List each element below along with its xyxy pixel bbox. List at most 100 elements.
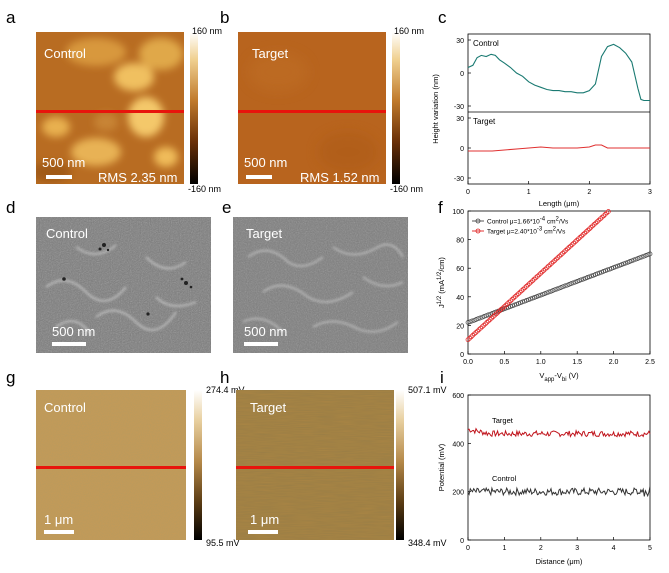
- data-point-target: [531, 276, 537, 282]
- x-tick-label-c: 0: [466, 189, 470, 196]
- y-tick-label-i: 400: [452, 441, 464, 448]
- legend-marker-control: [475, 218, 481, 224]
- data-point-control: [623, 260, 629, 266]
- x-axis-label-i: Distance (μm): [536, 557, 583, 566]
- data-point-control: [601, 269, 606, 274]
- panel-letter-c: c: [438, 8, 447, 27]
- data-point-target: [571, 240, 577, 246]
- data-point-target: [525, 282, 531, 288]
- x-tick-label-i: 0: [466, 545, 470, 552]
- data-point-control: [611, 265, 616, 270]
- data-point-target: [475, 328, 480, 334]
- y-tick-label-c: 30: [456, 116, 464, 123]
- data-point-target: [558, 252, 564, 258]
- data-point-control: [485, 312, 491, 318]
- data-point-control: [562, 283, 568, 289]
- data-point-control: [524, 298, 529, 303]
- series-line-control: [467, 486, 651, 498]
- data-point-control: [617, 262, 623, 268]
- data-point-control: [536, 293, 542, 299]
- data-point-control: [627, 259, 633, 264]
- colorbar-bottom-label-b: -160 nm: [390, 184, 424, 194]
- data-point-control: [556, 285, 562, 291]
- scale-bar-d: [52, 342, 86, 346]
- data-point-control: [641, 253, 647, 259]
- data-point-target: [520, 286, 526, 292]
- data-point-target: [528, 279, 534, 285]
- panel-letter-e: e: [222, 198, 232, 217]
- data-point-control: [633, 256, 639, 262]
- x-axis-label-f: Vapp-Vbi (V): [539, 371, 579, 383]
- rms-label-b: RMS 1.52 nm: [300, 170, 380, 185]
- data-point-target: [582, 230, 588, 236]
- x-tick-label-f: 0.5: [500, 359, 510, 366]
- data-point-control: [532, 295, 538, 300]
- data-point-control: [586, 274, 592, 280]
- data-point-control: [615, 263, 620, 269]
- data-point-control: [621, 261, 627, 267]
- panel-letter-h: h: [220, 368, 230, 387]
- data-point-target: [579, 233, 584, 239]
- line-profile-marker-h: [236, 466, 394, 469]
- x-tick-label-f: 1.5: [572, 359, 582, 366]
- data-point-target: [547, 262, 553, 268]
- scale-bar-label-d: 500 nm: [52, 324, 96, 339]
- data-point-target: [503, 302, 509, 308]
- data-point-target: [494, 311, 499, 317]
- afm-target-label: Target: [252, 46, 289, 61]
- afm-image-target: [238, 32, 386, 184]
- colorbar-kpfm-h: [396, 390, 404, 540]
- series-control-markers: [465, 251, 653, 325]
- data-point-target: [495, 309, 501, 315]
- y-tick-label-i: 600: [452, 393, 464, 400]
- data-point-control: [465, 320, 471, 325]
- afm-image-control: [36, 32, 184, 184]
- panel-letter-g: g: [6, 368, 16, 387]
- data-point-target: [497, 308, 502, 314]
- data-point-target: [505, 301, 510, 307]
- data-point-control: [578, 277, 584, 283]
- data-point-target: [565, 246, 570, 252]
- data-point-target: [539, 269, 545, 275]
- panel-letter-a: a: [6, 8, 16, 27]
- line-profile-marker-b: [238, 110, 386, 113]
- data-point-target: [560, 250, 565, 256]
- legend-text-control: Control μ=1.66*10-4 cm2/Vs: [487, 217, 569, 226]
- data-point-target: [517, 289, 523, 295]
- series-line-target: [467, 427, 651, 438]
- kpfm-control-label: Control: [44, 400, 86, 415]
- data-point-control: [584, 275, 590, 280]
- data-point-target: [530, 278, 536, 283]
- y-tick-label-f: 80: [456, 238, 464, 245]
- scale-bar-a: [46, 175, 72, 179]
- panel-letter-d: d: [6, 198, 16, 217]
- colorbar-bottom-label-h: 348.4 mV: [408, 538, 447, 548]
- data-point-target: [594, 219, 600, 224]
- afm-control-label: Control: [44, 46, 86, 61]
- series-label-target: Target: [492, 416, 514, 425]
- scale-bar-g: [44, 530, 74, 534]
- data-point-target: [587, 226, 592, 232]
- colorbar-afm-b: [392, 32, 400, 184]
- y-tick-label-c: 0: [460, 146, 464, 153]
- sclc-chart: 0.0 0.5 1.0 1.5 2.0 2.5 0 20 40 60 80 100 Control μ=…: [437, 209, 655, 383]
- data-point-control: [552, 287, 558, 293]
- y-tick-label-f: 100: [452, 209, 464, 216]
- data-point-control: [530, 295, 536, 301]
- data-point-target: [509, 297, 515, 302]
- x-tick-label-i: 2: [539, 545, 543, 552]
- x-tick-label-c: 1: [527, 189, 531, 196]
- sem-target-label: Target: [246, 226, 283, 241]
- data-point-target: [606, 209, 611, 214]
- data-point-target: [572, 239, 578, 245]
- data-point-control: [568, 281, 574, 286]
- series-label-target: Target: [473, 117, 496, 126]
- x-tick-label-i: 3: [575, 545, 579, 552]
- y-tick-label-c: 0: [460, 71, 464, 78]
- data-point-control: [520, 299, 525, 305]
- series-target-markers: [465, 209, 611, 343]
- data-point-control: [560, 284, 566, 290]
- data-point-target: [590, 223, 595, 229]
- data-point-target: [602, 212, 608, 217]
- data-point-control: [643, 253, 649, 258]
